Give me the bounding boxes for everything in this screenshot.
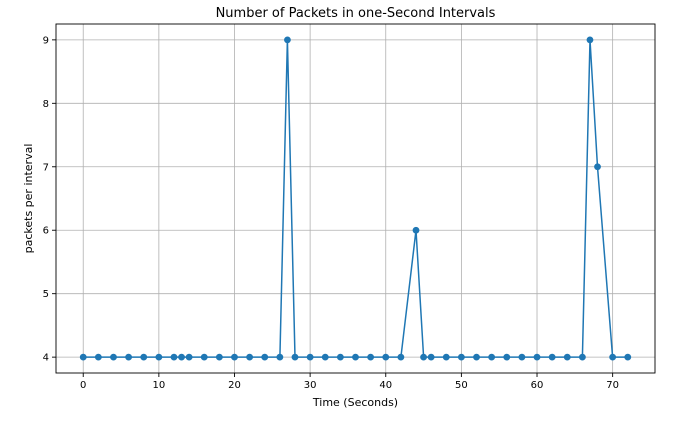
data-point xyxy=(306,353,314,361)
data-point xyxy=(178,353,185,361)
data-point xyxy=(336,353,344,361)
x-tick-label: 20 xyxy=(228,380,241,391)
axis-ticks: 0 10 20 30 40 50 60 70 4 5 6 7 8 9 xyxy=(43,35,619,391)
data-point xyxy=(185,353,193,361)
data-point xyxy=(321,353,329,361)
data-point xyxy=(170,353,178,361)
data-point xyxy=(215,353,223,361)
y-axis-label: packets per interval xyxy=(22,144,35,254)
data-point xyxy=(503,353,511,361)
x-tick-label: 60 xyxy=(531,380,544,391)
data-point xyxy=(420,353,427,361)
x-tick-label: 0 xyxy=(80,380,86,391)
data-point xyxy=(412,226,420,234)
data-point xyxy=(427,353,435,361)
data-point xyxy=(594,163,601,171)
chart-title: Number of Packets in one-Second Interval… xyxy=(216,6,496,21)
data-point xyxy=(276,353,284,361)
x-tick-label: 70 xyxy=(606,380,619,391)
data-point xyxy=(352,353,359,361)
data-point xyxy=(586,36,594,44)
data-point xyxy=(563,353,571,361)
y-tick-label: 5 xyxy=(43,289,49,300)
data-point xyxy=(488,353,496,361)
data-point xyxy=(231,353,238,361)
data-point xyxy=(291,353,299,361)
data-point xyxy=(548,353,556,361)
data-point xyxy=(284,36,291,44)
data-point xyxy=(110,353,117,361)
data-point xyxy=(442,353,450,361)
series-packets xyxy=(79,36,632,361)
data-point xyxy=(397,353,405,361)
x-tick-label: 10 xyxy=(152,380,165,391)
y-tick-label: 7 xyxy=(43,162,49,173)
data-point xyxy=(457,353,465,361)
data-point xyxy=(533,353,541,361)
data-point xyxy=(140,353,148,361)
data-point xyxy=(624,353,632,361)
y-tick-label: 9 xyxy=(43,35,49,46)
data-point xyxy=(382,353,390,361)
data-point xyxy=(473,353,480,361)
data-point xyxy=(578,353,586,361)
data-point xyxy=(200,353,208,361)
data-point xyxy=(518,353,526,361)
x-tick-label: 40 xyxy=(379,380,392,391)
x-axis-label: Time (Seconds) xyxy=(312,396,398,409)
data-point xyxy=(367,353,375,361)
x-tick-label: 30 xyxy=(304,380,317,391)
y-tick-label: 8 xyxy=(43,99,49,110)
data-point xyxy=(261,353,269,361)
series-line xyxy=(83,39,628,358)
data-point xyxy=(609,353,617,361)
y-tick-label: 6 xyxy=(43,226,49,237)
plot-frame xyxy=(55,23,656,374)
data-point xyxy=(125,353,133,361)
x-tick-label: 50 xyxy=(455,380,468,391)
data-point xyxy=(246,353,254,361)
data-point xyxy=(94,353,102,361)
grid xyxy=(56,24,655,373)
y-tick-label: 4 xyxy=(43,353,49,364)
data-point xyxy=(155,353,163,361)
data-point xyxy=(79,353,87,361)
